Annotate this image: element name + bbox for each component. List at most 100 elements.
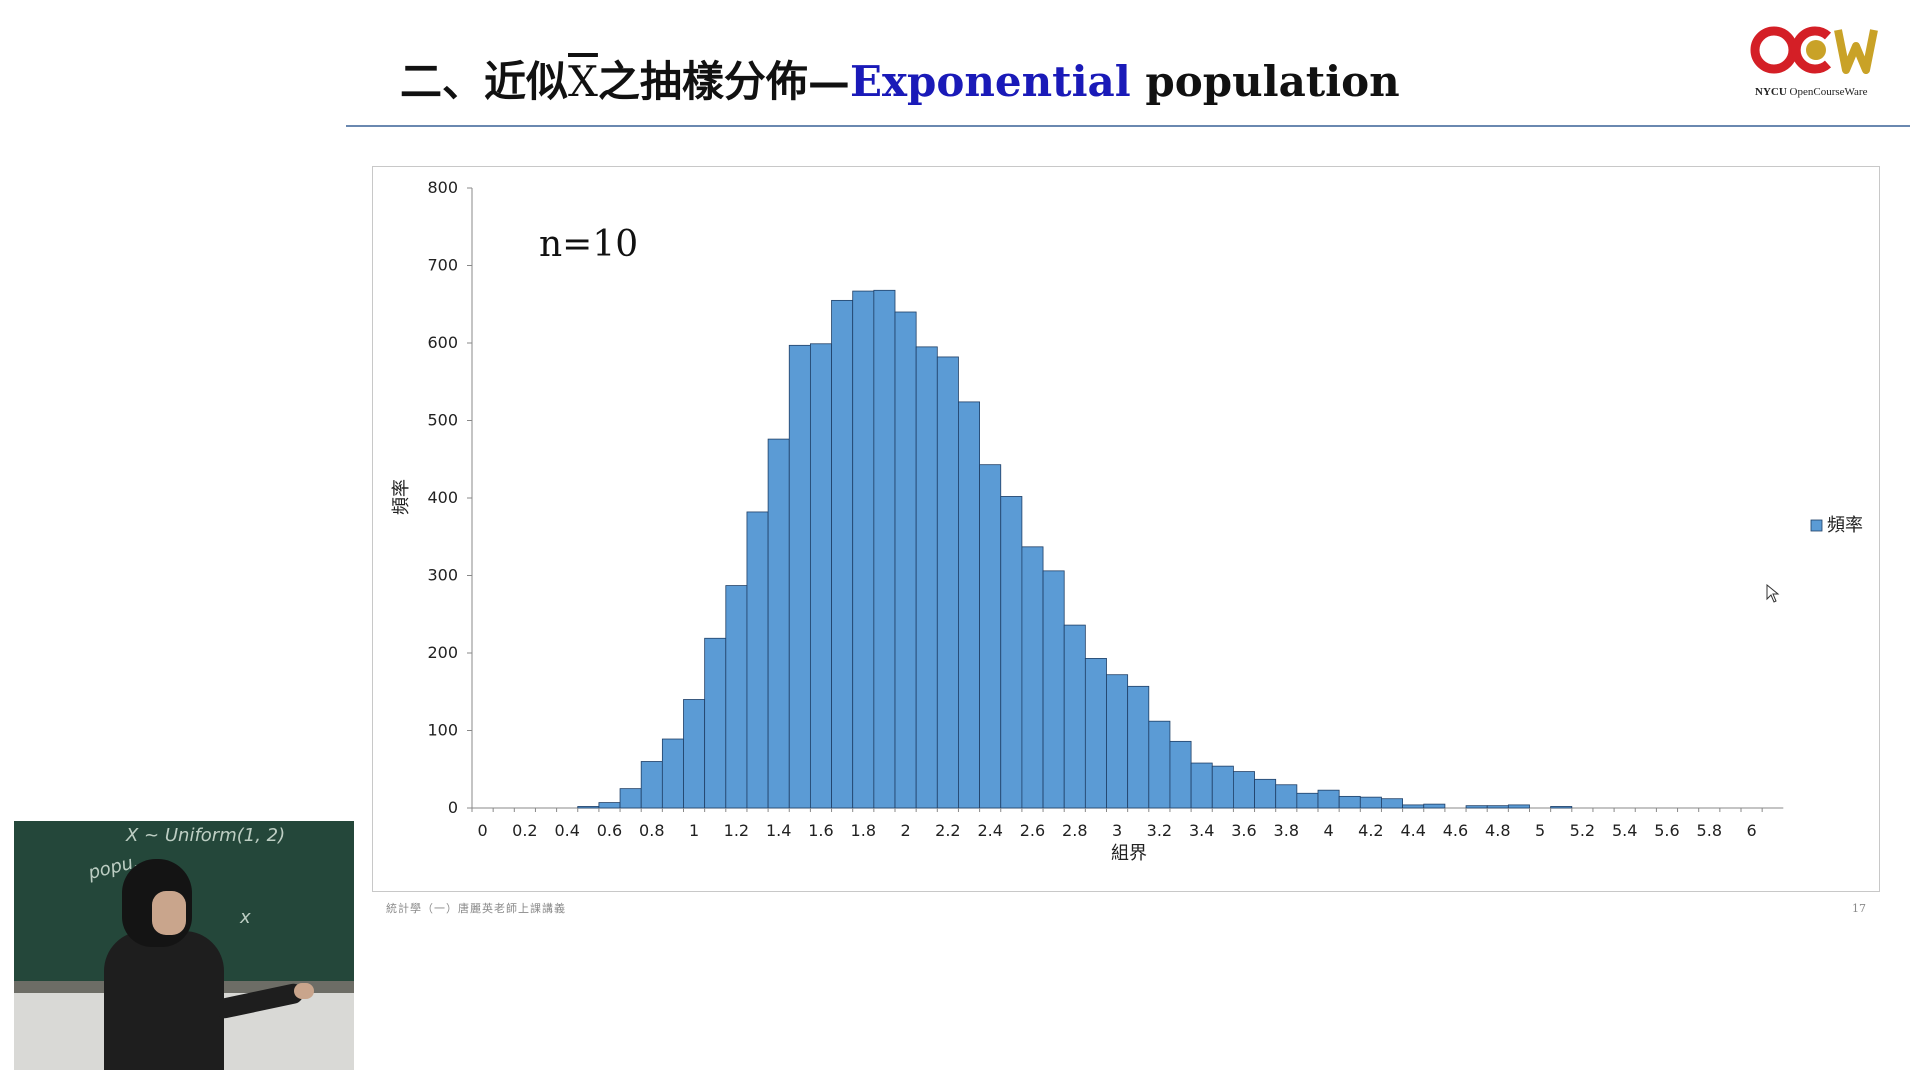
- instructor-hand: [294, 983, 314, 999]
- x-tick-label: 0.4: [554, 821, 579, 840]
- title-divider: [346, 125, 1910, 127]
- histogram-bar: [979, 464, 1002, 809]
- legend-swatch: [1810, 519, 1823, 532]
- histogram-bar: [661, 738, 684, 809]
- histogram-bar: [958, 401, 981, 809]
- x-tick-label: 3.8: [1274, 821, 1299, 840]
- ocw-logo: [1750, 26, 1878, 74]
- x-tick-label: 4.6: [1443, 821, 1468, 840]
- histogram-bar: [577, 806, 600, 809]
- histogram-bar: [1296, 792, 1319, 809]
- board-formula: X ~ Uniform(1, 2): [126, 825, 286, 846]
- histogram-bar: [1084, 658, 1107, 809]
- x-tick-label: 2: [900, 821, 910, 840]
- logo-caption-rest: OpenCourseWare: [1786, 86, 1868, 98]
- histogram-bar: [809, 343, 832, 809]
- x-tick-label: 4.2: [1358, 821, 1383, 840]
- histogram-bar: [1381, 798, 1404, 809]
- x-tick-label: 1.4: [766, 821, 791, 840]
- histogram-bar: [1127, 685, 1150, 809]
- x-tick-label: 3: [1112, 821, 1122, 840]
- x-tick-label: 0: [477, 821, 487, 840]
- logo-o-mark: [1750, 26, 1798, 74]
- histogram-bar: [1169, 740, 1192, 809]
- x-tick-label: 4: [1323, 821, 1333, 840]
- x-tick-label: 5: [1535, 821, 1545, 840]
- histogram-bar: [767, 438, 790, 809]
- x-tick-label: 4.4: [1400, 821, 1425, 840]
- title-x-bar: X: [568, 57, 598, 106]
- histogram-bar: [1042, 570, 1065, 809]
- histogram-bar: [1106, 674, 1129, 809]
- x-axis-label: 組界: [1111, 843, 1147, 864]
- chart-frame: 0 100 200 300 400 500 600 700 800 0 0.2 0.4 0.6 0.8 1 1…: [372, 166, 1880, 892]
- x-tick-label: 5.6: [1654, 821, 1679, 840]
- logo-caption-bold: NYCU: [1755, 86, 1787, 98]
- histogram-bar: [1063, 624, 1086, 809]
- histogram-bar: [873, 289, 896, 809]
- x-tick-label: 6: [1746, 821, 1756, 840]
- histogram-bar: [788, 344, 811, 809]
- instructor-webcam: X ~ Uniform(1, 2) popu. x: [14, 821, 354, 1070]
- title-suffix: population: [1130, 57, 1400, 106]
- histogram-bar: [1486, 805, 1509, 809]
- histogram-bar: [1402, 804, 1425, 809]
- x-tick-label: 1.6: [808, 821, 833, 840]
- histogram-bar: [725, 585, 748, 809]
- y-tick-label: 100: [427, 721, 458, 740]
- x-tick-label: 1: [689, 821, 699, 840]
- histogram-bar: [1359, 796, 1382, 809]
- histogram-bar: [1190, 762, 1213, 809]
- logo-caption: NYCU OpenCourseWare: [1755, 86, 1867, 98]
- x-tick-label: 2.6: [1020, 821, 1045, 840]
- y-tick-label: 200: [427, 643, 458, 662]
- x-tick-label: 5.2: [1570, 821, 1595, 840]
- page-number: 17: [1852, 902, 1866, 915]
- histogram-bar: [746, 511, 769, 809]
- histogram-bar: [598, 802, 621, 809]
- histogram-bar: [683, 699, 706, 809]
- histogram-bar: [1423, 803, 1446, 809]
- x-tick-label: 0.2: [512, 821, 537, 840]
- y-axis-label: 頻率: [391, 479, 412, 515]
- histogram-bar: [1507, 804, 1530, 809]
- mouse-cursor-icon: [1766, 584, 1780, 603]
- x-tick-label: 1.2: [724, 821, 749, 840]
- slide-footer: 統計學（一）唐麗英老師上課講義: [386, 902, 566, 915]
- title-prefix: 二、近似: [400, 57, 569, 106]
- x-tick-label: 5.8: [1697, 821, 1722, 840]
- instructor-body: [104, 931, 224, 1070]
- y-tick-label: 600: [427, 333, 458, 352]
- histogram-bar: [1317, 789, 1340, 809]
- sample-size-annotation: n=10: [539, 224, 638, 265]
- histogram-bar: [704, 637, 727, 809]
- x-tick-label: 3.6: [1231, 821, 1256, 840]
- histogram-bar: [1254, 778, 1277, 809]
- histogram-bar: [1233, 771, 1255, 809]
- logo-w-mark: [1834, 29, 1878, 74]
- x-tick-label: 2.4: [977, 821, 1002, 840]
- histogram-bar: [1000, 496, 1023, 809]
- histogram-bar: [1211, 765, 1234, 809]
- x-tick-label: 2.8: [1062, 821, 1087, 840]
- title-mid: 之抽樣分佈—: [597, 57, 850, 106]
- x-tick-label: 1.8: [851, 821, 876, 840]
- histogram-bar: [1275, 784, 1298, 809]
- x-tick-label: 0.8: [639, 821, 664, 840]
- y-tick-label: 300: [427, 566, 458, 585]
- histogram-bar: [640, 761, 663, 809]
- x-tick-label: 5.4: [1612, 821, 1637, 840]
- x-tick-label: 4.8: [1485, 821, 1510, 840]
- y-tick-label: 500: [427, 411, 458, 430]
- histogram-bar: [1338, 795, 1361, 809]
- histogram-bar: [915, 346, 938, 809]
- x-tick-label: 2.2: [935, 821, 960, 840]
- histogram-bar: [1465, 805, 1488, 809]
- y-tick-label: 400: [427, 488, 458, 507]
- board-variable: x: [240, 907, 251, 928]
- y-tick-label: 700: [427, 256, 458, 275]
- instructor-face: [152, 891, 186, 935]
- x-tick-label: 3.2: [1147, 821, 1172, 840]
- title-accent: Exponential: [849, 57, 1131, 106]
- y-tick-label: 800: [427, 178, 458, 197]
